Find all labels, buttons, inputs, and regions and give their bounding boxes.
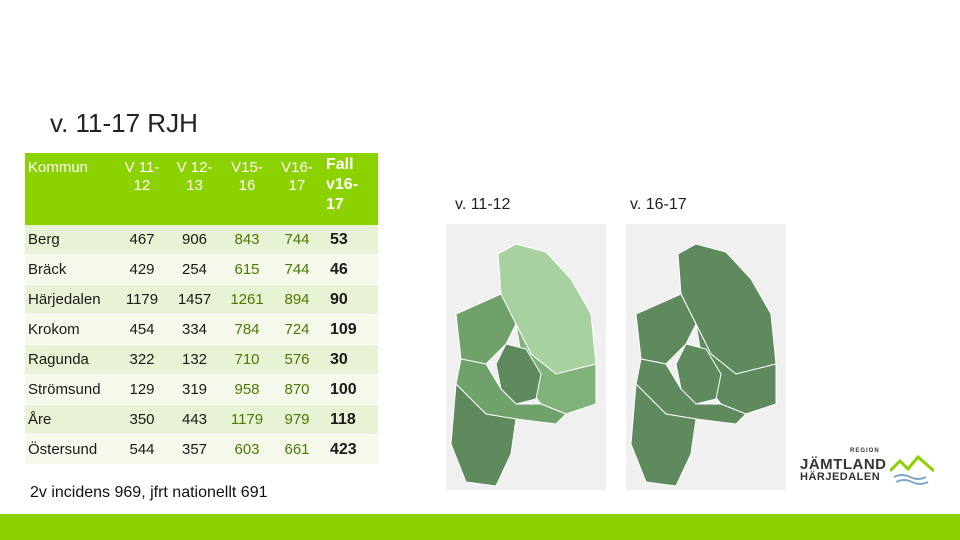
table-row: Östersund 544 357 603 661 423 [25,435,378,465]
table-cell-kommun: Åre [25,405,117,435]
table-cell-v1617: 744 [272,225,322,255]
table-cell-fall: 118 [322,405,378,435]
table-cell-v1213: 443 [167,405,222,435]
table-body: Berg 467 906 843 744 53 Bräck 429 254 615 744 46 Här… [25,225,378,465]
table-cell-fall: 30 [322,345,378,375]
table-cell-v1213: 1457 [167,285,222,315]
table-cell-kommun: Härjedalen [25,285,117,315]
table-cell-v1213: 906 [167,225,222,255]
header-v15-16: V15- 16 [222,153,272,225]
header-v11-12: V 11- 12 [117,153,167,225]
header-fall: Fall v16- 17 [322,153,378,225]
table-cell-kommun: Strömsund [25,375,117,405]
table-cell-v1213: 334 [167,315,222,345]
region-logo: REGION JÄMTLAND HÄRJEDALEN [790,448,940,492]
table-row: Berg 467 906 843 744 53 [25,225,378,255]
mountain-logo-icon [890,454,934,485]
table-cell-fall: 90 [322,285,378,315]
table-cell-kommun: Östersund [25,435,117,465]
logo-jamtland-text: JÄMTLAND [800,456,887,473]
table-cell-v1516: 615 [222,255,272,285]
table-cell-v1617: 744 [272,255,322,285]
table-row: Strömsund 129 319 958 870 100 [25,375,378,405]
table-cell-kommun: Ragunda [25,345,117,375]
table-cell-fall: 100 [322,375,378,405]
table-cell-v1617: 576 [272,345,322,375]
table-header-row: Kommun V 11- 12 V 12- 13 V15- 16 V16- 17 Fal… [25,153,378,225]
table-cell-v1112: 429 [117,255,167,285]
table-cell-v1617: 724 [272,315,322,345]
table-cell-v1516: 603 [222,435,272,465]
table-cell-v1112: 454 [117,315,167,345]
table-cell-kommun: Krokom [25,315,117,345]
map-v11-12 [446,224,606,490]
incidence-table: Kommun V 11- 12 V 12- 13 V15- 16 V16- 17 Fal… [25,153,378,465]
header-v16-17: V16- 17 [272,153,322,225]
table-cell-v1112: 1179 [117,285,167,315]
header-kommun: Kommun [25,153,117,225]
table-cell-v1516: 958 [222,375,272,405]
table-cell-v1112: 129 [117,375,167,405]
table-cell-fall: 46 [322,255,378,285]
table-cell-v1617: 894 [272,285,322,315]
table-row: Härjedalen 1179 1457 1261 894 90 [25,285,378,315]
table-row: Krokom 454 334 784 724 109 [25,315,378,345]
table-cell-v1617: 661 [272,435,322,465]
table-cell-v1112: 467 [117,225,167,255]
table-cell-v1516: 1261 [222,285,272,315]
table-cell-v1516: 784 [222,315,272,345]
table-cell-v1213: 254 [167,255,222,285]
table-cell-kommun: Berg [25,225,117,255]
table-cell-v1213: 319 [167,375,222,405]
table-cell-v1516: 843 [222,225,272,255]
table-row: Ragunda 322 132 710 576 30 [25,345,378,375]
table-cell-v1516: 710 [222,345,272,375]
header-v12-13: V 12- 13 [167,153,222,225]
table-cell-v1213: 357 [167,435,222,465]
table-cell-v1112: 322 [117,345,167,375]
table-cell-fall: 53 [322,225,378,255]
logo-region-text: REGION [850,448,880,454]
footer-accent-bar [0,514,960,540]
table-cell-v1112: 544 [117,435,167,465]
map-label-left: v. 11-12 [455,196,511,213]
table-cell-fall: 423 [322,435,378,465]
table-cell-v1213: 132 [167,345,222,375]
table-cell-fall: 109 [322,315,378,345]
table-cell-v1617: 870 [272,375,322,405]
logo-harjedalen-text: HÄRJEDALEN [800,471,881,483]
table-row: Bräck 429 254 615 744 46 [25,255,378,285]
table-cell-v1617: 979 [272,405,322,435]
footnote: 2v incidens 969, jfrt nationellt 691 [30,484,268,501]
map-v16-17 [626,224,786,490]
table-row: Åre 350 443 1179 979 118 [25,405,378,435]
table-cell-kommun: Bräck [25,255,117,285]
table-cell-v1516: 1179 [222,405,272,435]
slide-title: v. 11-17 RJH [50,108,198,138]
table-cell-v1112: 350 [117,405,167,435]
map-label-right: v. 16-17 [630,196,687,213]
